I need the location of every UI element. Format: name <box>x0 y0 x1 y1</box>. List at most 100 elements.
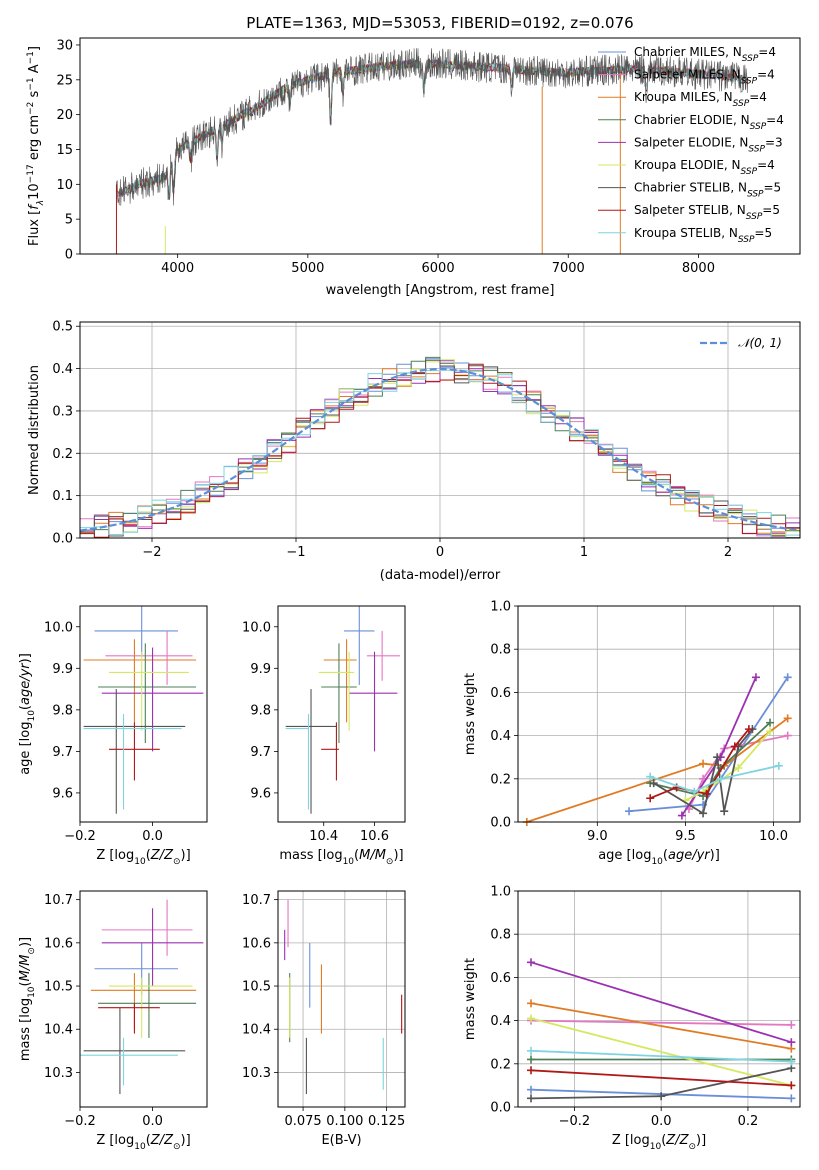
data-point-marker <box>787 1020 796 1029</box>
axes-frame <box>79 605 208 823</box>
data-point-marker <box>787 1057 796 1066</box>
data-point-marker <box>774 761 783 770</box>
y-tick-label: 0.8 <box>490 928 511 943</box>
plot-area <box>285 606 400 814</box>
x-tick-label: 2 <box>724 545 732 560</box>
x-axis-label: E(B-V) <box>321 1133 361 1148</box>
plot-area <box>83 606 204 814</box>
data-point-marker <box>716 774 725 783</box>
y-tick-label: 9.8 <box>52 703 73 718</box>
y-tick-label: 9.6 <box>250 786 271 801</box>
y-tick-label: 10.7 <box>44 893 73 908</box>
y-axis-label: Flux [fλ10−17 erg cm−2 s−1 A−1] <box>26 46 46 246</box>
data-point-marker <box>766 727 775 736</box>
x-tick-label: 10.4 <box>309 829 338 844</box>
y-tick-label: 10.6 <box>242 936 271 951</box>
figure-title: PLATE=1363, MJD=53053, FIBERID=0192, z=0… <box>246 14 633 32</box>
data-point-marker <box>783 673 792 682</box>
y-tick-label: 0.8 <box>490 643 511 658</box>
data-point-marker <box>527 1046 536 1055</box>
y-tick-label: 10.7 <box>242 893 271 908</box>
data-point-marker <box>787 1038 796 1047</box>
y-tick-label: 0.0 <box>490 816 511 831</box>
legend-label: Chabrier MILES, NSSP=4 <box>634 45 776 64</box>
y-tick-label: 1.0 <box>490 600 511 615</box>
y-tick-label: 10.0 <box>44 620 73 635</box>
mass-weight-line <box>530 1002 792 1050</box>
x-tick-label: −0.2 <box>64 829 96 844</box>
y-tick-label: 0.0 <box>490 1101 511 1116</box>
mass-weight-line <box>526 717 789 823</box>
x-tick-label: 0.0 <box>142 829 163 844</box>
legend-label: Salpeter MILES, NSSP=4 <box>634 68 775 87</box>
y-tick-label: 10.3 <box>242 1066 271 1081</box>
y-tick-label: 10.5 <box>242 980 271 995</box>
x-tick-label: 1 <box>580 545 588 560</box>
axes-age-vs-mass: 10.4 10.6 9.6 9.7 9.8 9.9 10.0 mass [log10(M/M⊙… <box>242 605 406 867</box>
y-tick-label: 9.6 <box>52 786 73 801</box>
normal-curve <box>80 367 800 532</box>
y-tick-label: 10.3 <box>44 1066 73 1081</box>
mass-weight-line <box>530 961 792 1044</box>
legend: 𝒩(0, 1) <box>700 336 782 350</box>
x-tick-label: 9.0 <box>587 829 608 844</box>
plot-area <box>80 899 204 1095</box>
data-point-marker <box>787 1081 796 1090</box>
data-point-marker <box>657 1092 666 1101</box>
y-tick-label: 0.2 <box>490 772 511 787</box>
legend-label: Salpeter STELIB, NSSP=5 <box>634 203 780 222</box>
data-point-marker <box>649 779 658 788</box>
x-tick-label: −1 <box>286 545 305 560</box>
legend-label: 𝒩(0, 1) <box>738 336 782 350</box>
x-tick-label: 9.5 <box>675 829 696 844</box>
residual-histogram <box>80 363 800 538</box>
plot-area <box>527 958 796 1103</box>
x-tick-label: 0.0 <box>651 1114 672 1129</box>
y-tick-label: 0.4 <box>490 729 511 744</box>
data-point-marker <box>744 725 753 734</box>
plot-area <box>80 356 800 538</box>
y-tick-label: 9.9 <box>250 662 271 677</box>
axes-frame <box>517 605 801 823</box>
x-tick-label: −0.2 <box>64 1114 96 1129</box>
data-point-marker <box>527 1066 536 1075</box>
axes-frame <box>79 890 208 1108</box>
y-tick-label: 10.5 <box>44 980 73 995</box>
x-tick-label: 10.0 <box>759 829 788 844</box>
legend-label: Kroupa MILES, NSSP=4 <box>634 90 767 109</box>
x-axis-label: wavelength [Angstrom, rest frame] <box>326 283 555 298</box>
x-axis-label: mass [log10(M/M⊙)] <box>279 848 403 867</box>
y-tick-label: 5 <box>65 213 73 228</box>
y-tick-label: 9.7 <box>52 745 73 760</box>
mass-weight-line <box>530 1069 792 1087</box>
data-point-marker <box>690 787 699 796</box>
mass-weight-line <box>530 1017 792 1087</box>
axes-frame <box>277 890 406 1108</box>
legend: Chabrier MILES, NSSP=4 Salpeter MILES, NS… <box>598 45 784 245</box>
x-axis-label: Z [log10(Z/Z⊙)] <box>96 848 190 867</box>
y-tick-label: 0.2 <box>490 1057 511 1072</box>
y-axis-label: mass [log10(M/M⊙)] <box>18 937 37 1061</box>
x-tick-label: 0.2 <box>738 1114 759 1129</box>
x-tick-label: 10.6 <box>360 829 389 844</box>
y-tick-label: 0.1 <box>52 489 73 504</box>
data-point-marker <box>720 807 729 816</box>
axes-mass-vs-ebv: 0.075 0.100 0.125 10.3 10.4 10.5 10.6 10.7 E(B-V… <box>242 890 406 1148</box>
data-point-marker <box>734 764 743 772</box>
axes-mass-weight-vs-age: 9.0 9.5 10.0 0.0 0.2 0.4 0.6 0.8 1.0 age [log10(a… <box>463 600 801 867</box>
plot-area <box>284 899 403 1095</box>
x-tick-label: 0 <box>436 545 444 560</box>
data-point-marker <box>527 1094 536 1103</box>
mass-weight-line <box>628 676 789 813</box>
data-point-marker <box>699 759 708 768</box>
data-point-marker <box>766 718 775 727</box>
x-tick-label: 8000 <box>682 261 715 276</box>
y-tick-label: 0.2 <box>52 447 73 462</box>
y-tick-label: 9.9 <box>52 662 73 677</box>
data-point-marker <box>646 794 655 803</box>
y-axis-label: mass weight <box>463 958 478 1040</box>
data-point-marker <box>527 999 536 1008</box>
data-point-marker <box>783 731 792 740</box>
x-axis-label: Z [log10(Z/Z⊙)] <box>96 1133 190 1152</box>
